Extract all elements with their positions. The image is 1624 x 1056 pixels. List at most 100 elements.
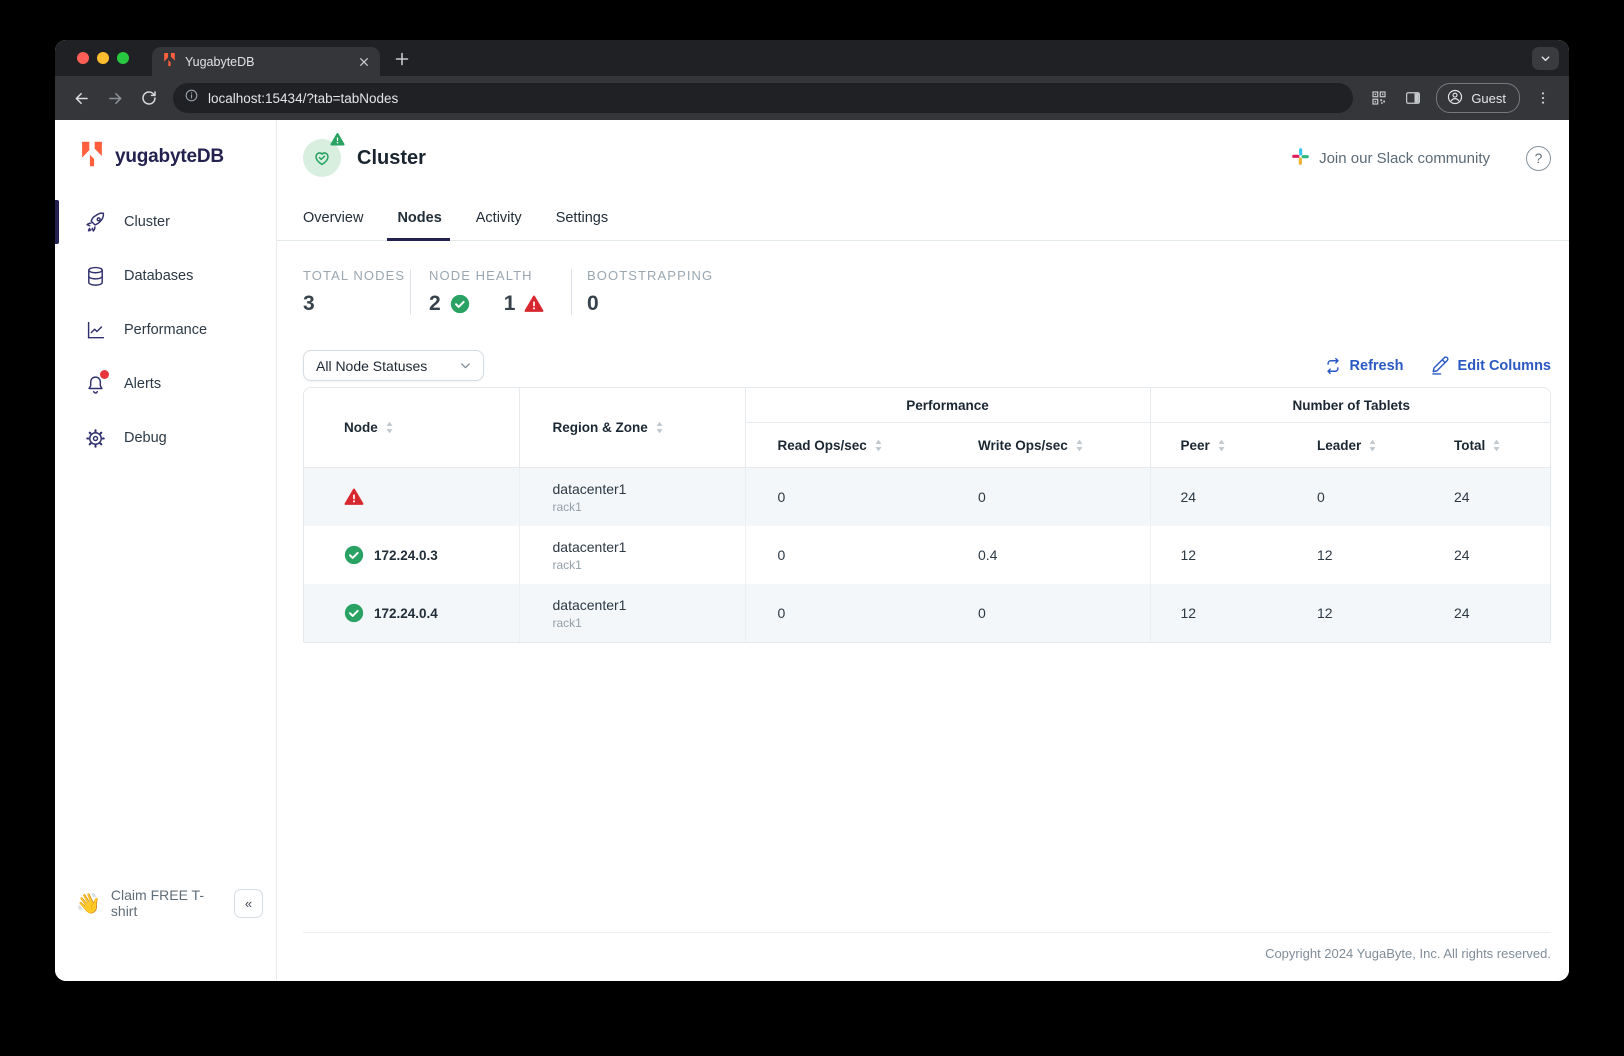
slack-icon xyxy=(1291,147,1310,170)
slack-community-link[interactable]: Join our Slack community xyxy=(1291,147,1490,170)
sidebar-item-alerts[interactable]: Alerts xyxy=(55,357,276,411)
qr-code-icon[interactable] xyxy=(1363,82,1395,114)
down-count: 1 xyxy=(503,292,516,315)
stat-label: BOOTSTRAPPING xyxy=(587,268,714,283)
help-button[interactable]: ? xyxy=(1526,145,1551,171)
bootstrapping-value: 0 xyxy=(587,292,599,315)
stat-label: TOTAL NODES xyxy=(303,268,406,283)
sidebar-item-debug[interactable]: Debug xyxy=(55,411,276,465)
bell-icon xyxy=(84,369,109,396)
table-subheader-row: Read Ops/sec Write Ops/sec Peer Leader T… xyxy=(304,422,1550,468)
stat-node-health: NODE HEALTH 2 1 xyxy=(411,268,571,316)
maximize-window-button[interactable] xyxy=(117,52,129,64)
cluster-tabbar: Overview Nodes Activity Settings xyxy=(277,196,1569,241)
stat-divider xyxy=(571,269,572,315)
rocket-icon xyxy=(84,211,107,234)
column-header-total[interactable]: Total xyxy=(1416,422,1550,468)
browser-tab[interactable]: YugabyteDB xyxy=(152,47,380,76)
sort-icon[interactable] xyxy=(655,421,664,434)
table-group-header-row: Node Region & Zone Performance Number of… xyxy=(304,388,1550,468)
profile-button[interactable]: Guest xyxy=(1436,83,1520,113)
sidebar-collapse-button[interactable]: « xyxy=(234,888,263,918)
table-row[interactable]: 172.24.0.3 datacenter1 rack1 0 0.4 12 12 … xyxy=(304,526,1550,584)
check-circle-icon xyxy=(344,603,364,623)
claim-tshirt-link[interactable]: Claim FREE T-shirt xyxy=(110,887,204,919)
zone: rack1 xyxy=(552,557,582,572)
yugabytedb-logo[interactable]: yugabyteDB xyxy=(55,120,276,173)
browser-menu-icon[interactable] xyxy=(1527,82,1559,114)
sort-icon[interactable] xyxy=(1075,439,1084,452)
column-header-write-ops[interactable]: Write Ops/sec xyxy=(948,422,1151,468)
read-ops-value: 0 xyxy=(745,526,948,584)
table-row[interactable]: datacenter1 rack1 0 0 24 0 24 xyxy=(304,467,1550,526)
url-bar[interactable]: localhost:15434/?tab=tabNodes xyxy=(173,83,1354,113)
sidebar-item-performance[interactable]: Performance xyxy=(55,303,276,357)
column-header-node[interactable]: Node xyxy=(304,388,520,468)
yugabyte-favicon-icon xyxy=(162,52,177,72)
peer-tablets-value: 12 xyxy=(1150,584,1285,642)
sort-icon[interactable] xyxy=(1368,439,1377,452)
browser-toolbar: localhost:15434/?tab=tabNodes Guest xyxy=(55,76,1569,120)
refresh-button[interactable]: Refresh xyxy=(1324,357,1404,375)
minimize-window-button[interactable] xyxy=(97,52,109,64)
chart-icon xyxy=(84,319,107,342)
site-info-icon[interactable] xyxy=(184,88,199,108)
column-header-region-zone[interactable]: Region & Zone xyxy=(519,388,746,468)
tab-label: Settings xyxy=(555,210,609,226)
node-status-filter[interactable]: All Node Statuses xyxy=(303,350,484,381)
gear-icon xyxy=(84,427,107,450)
sort-icon[interactable] xyxy=(874,439,883,452)
sidebar-nav: Cluster Databases Performance xyxy=(55,195,276,465)
read-ops-value: 0 xyxy=(745,467,948,526)
tab-nodes[interactable]: Nodes xyxy=(387,196,451,241)
sort-icon[interactable] xyxy=(1217,439,1226,452)
window-controls xyxy=(77,52,129,64)
browser-tab-strip: YugabyteDB xyxy=(55,40,1569,76)
column-label: Region & Zone xyxy=(552,420,648,435)
tab-label: Overview xyxy=(303,210,364,226)
total-tablets-value: 24 xyxy=(1416,584,1550,642)
browser-window: YugabyteDB localhost:15434/?tab=tabNodes xyxy=(55,40,1569,981)
main-area: Cluster Join our Slack community ? Overv… xyxy=(277,120,1569,981)
close-window-button[interactable] xyxy=(77,52,89,64)
edit-columns-button[interactable]: Edit Columns xyxy=(1431,356,1551,375)
sidebar-item-label: Performance xyxy=(124,322,208,338)
reload-icon[interactable] xyxy=(133,82,165,114)
sidebar-bottom: 👋 Claim FREE T-shirt « xyxy=(55,887,276,981)
peer-tablets-value: 24 xyxy=(1150,467,1285,526)
back-icon[interactable] xyxy=(65,82,97,114)
column-label: Leader xyxy=(1317,437,1362,453)
tab-settings[interactable]: Settings xyxy=(556,196,608,240)
side-panel-icon[interactable] xyxy=(1397,82,1429,114)
tab-overview[interactable]: Overview xyxy=(303,196,363,240)
warning-triangle-icon xyxy=(524,295,544,312)
sidebar-item-databases[interactable]: Databases xyxy=(55,249,276,303)
column-header-read-ops[interactable]: Read Ops/sec xyxy=(745,422,948,468)
sidebar-item-cluster[interactable]: Cluster xyxy=(55,195,276,249)
column-label: Node xyxy=(344,420,378,435)
tab-activity[interactable]: Activity xyxy=(476,196,522,240)
tab-close-icon[interactable] xyxy=(356,54,372,70)
peer-tablets-value: 12 xyxy=(1150,526,1285,584)
node-name: 172.24.0.4 xyxy=(374,605,438,621)
column-header-leader[interactable]: Leader xyxy=(1284,422,1417,468)
tab-search-chevron-button[interactable] xyxy=(1532,47,1559,70)
stat-label: NODE HEALTH xyxy=(429,268,533,283)
warning-triangle-icon xyxy=(344,488,364,505)
stat-divider xyxy=(410,269,411,315)
sidebar-item-label: Debug xyxy=(124,430,167,446)
table-row[interactable]: 172.24.0.4 datacenter1 rack1 0 0 12 12 24 xyxy=(304,584,1550,642)
tab-label: Activity xyxy=(475,210,522,226)
column-header-peer[interactable]: Peer xyxy=(1150,422,1285,468)
column-label: Read Ops/sec xyxy=(777,437,867,453)
profile-label: Guest xyxy=(1471,90,1506,106)
sort-icon[interactable] xyxy=(385,421,394,434)
forward-icon[interactable] xyxy=(99,82,131,114)
person-icon xyxy=(1446,88,1464,109)
stat-total-nodes: TOTAL NODES 3 xyxy=(303,268,410,316)
sort-icon[interactable] xyxy=(1492,439,1501,452)
nodes-table: Node Region & Zone Performance Number of… xyxy=(303,387,1551,643)
new-tab-button[interactable] xyxy=(388,45,416,73)
check-circle-icon xyxy=(450,294,469,314)
stat-bootstrapping: BOOTSTRAPPING 0 xyxy=(572,268,713,316)
